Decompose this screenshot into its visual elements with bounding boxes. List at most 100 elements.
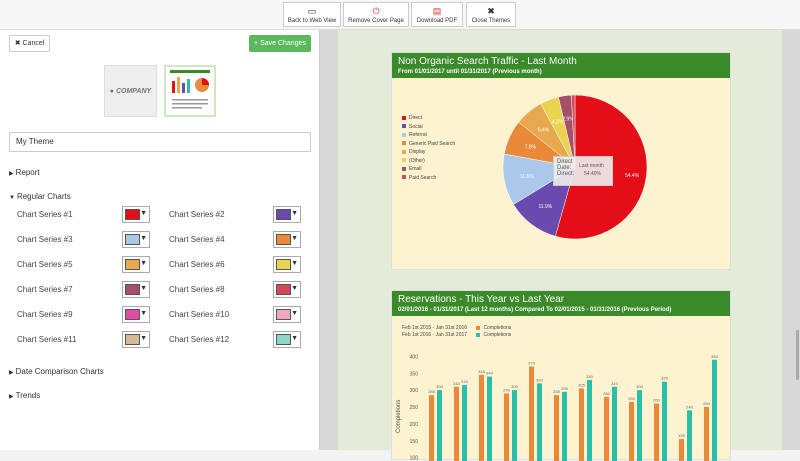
chart-series-color-picker[interactable]: ▼ [122,206,150,223]
bar-y-tick: 400 [410,354,419,360]
bar-data-label: 310 [611,381,618,386]
bar-legend-prev: Feb 1st 2015 - Jan 31st 2016 Completions [402,325,511,331]
date-comparison-label: Date Comparison Charts [16,367,104,376]
bar-data-label: 300 [636,384,643,389]
bar-data-label: 285 [553,389,560,394]
bar-mark[interactable] [579,388,584,461]
bar-mark[interactable] [662,382,667,461]
color-swatch [276,284,291,295]
date-comparison-section-toggle[interactable]: ▶Date Comparison Charts [9,367,104,376]
caret-right-icon: ▶ [9,369,14,376]
theme-editor-panel: ✖ Cancel + Save Changes ● COMPANY My The… [0,30,320,450]
dropdown-arrow-icon: ▼ [140,235,147,242]
regular-charts-section-toggle[interactable]: ▼Regular Charts [9,192,71,201]
bar-data-label: 260 [653,398,660,403]
bar-mark[interactable] [429,395,434,461]
caret-right-icon: ▶ [9,393,14,400]
chart-series-label: Chart Series #12 [169,335,229,344]
pie-legend-item: Social [402,124,423,130]
pie-legend-item: Paid Search [402,175,436,181]
save-changes-button[interactable]: + Save Changes [249,35,311,52]
close-label: Close Themes [472,18,511,24]
bar-mark[interactable] [554,395,559,461]
caret-down-icon: ▼ [9,195,15,201]
color-swatch [125,334,140,345]
bar-mark[interactable] [637,390,642,461]
bar-data-label: 345 [478,369,485,374]
bar-mark[interactable] [562,392,567,461]
remove-cover-label: Remove Cover Page [348,18,404,24]
bar-legend-curr: Feb 1st 2016 - Jan 31st 2017 Completions [402,332,511,338]
remove-cover-page-button[interactable]: ⏻ Remove Cover Page [343,2,409,27]
bar-mark[interactable] [437,390,442,461]
chart-series-color-picker[interactable]: ▼ [122,281,150,298]
bar-mark[interactable] [529,367,534,461]
bar-y-tick: 100 [410,456,419,461]
preview-scrollbar[interactable] [796,330,799,380]
chart-series-color-picker[interactable]: ▼ [273,281,301,298]
logo-text: COMPANY [116,88,151,95]
bar-mark[interactable] [679,439,684,461]
bar-mark[interactable] [537,383,542,461]
chart-series-color-picker[interactable]: ▼ [273,231,301,248]
chart-series-color-picker[interactable]: ▼ [273,256,301,273]
pie-value-label: 11.6% [520,174,534,180]
dropdown-arrow-icon: ▼ [291,310,298,317]
legend-swatch [402,158,406,162]
dropdown-arrow-icon: ▼ [291,235,298,242]
legend-label: Referral [409,132,427,138]
report-section-toggle[interactable]: ▶Report [9,168,40,177]
bar-mark[interactable] [587,380,592,461]
bar-data-label: 295 [561,386,568,391]
chart-series-color-picker[interactable]: ▼ [273,306,301,323]
chart-series-color-picker[interactable]: ▼ [122,331,150,348]
chart-series-label: Chart Series #1 [17,210,73,219]
legend-swatch [402,150,406,154]
bar-mark[interactable] [504,394,509,461]
bar-mark[interactable] [487,377,492,461]
dropdown-arrow-icon: ▼ [140,210,147,217]
legend-label: Paid Search [409,175,436,181]
chart-series-label: Chart Series #8 [169,285,225,294]
color-swatch [125,309,140,320]
bar-y-axis-label: Completions [396,400,402,433]
bar-mark[interactable] [654,404,659,461]
dropdown-arrow-icon: ▼ [140,310,147,317]
bar-mark[interactable] [704,407,709,461]
cancel-icon: ✖ [15,40,21,47]
bar-data-label: 315 [461,379,468,384]
back-to-web-view-button[interactable]: ▭ Back to Web View [283,2,341,27]
download-pdf-button[interactable]: ▤ Download PDF [411,2,463,27]
chart-series-color-picker[interactable]: ▼ [122,231,150,248]
bar-mark[interactable] [479,375,484,461]
chart-series-label: Chart Series #4 [169,235,225,244]
chart-series-color-picker[interactable]: ▼ [273,206,301,223]
bar-mark[interactable] [512,390,517,461]
chart-series-label: Chart Series #11 [17,335,76,344]
chart-series-color-picker[interactable]: ▼ [122,256,150,273]
trends-label: Trends [16,391,41,400]
bar-mark[interactable] [712,360,717,461]
chart-series-color-picker[interactable]: ▼ [122,306,150,323]
dropdown-arrow-icon: ▼ [140,260,147,267]
chart-series-label: Chart Series #7 [17,285,73,294]
legend-label: Direct [409,115,422,121]
bar-legend-prev-swatch [476,326,480,330]
color-swatch [276,259,291,270]
cancel-button[interactable]: ✖ Cancel [9,35,50,52]
cover-page-thumbnail[interactable] [164,65,216,117]
bar-legend-prev-period: Feb 1st 2015 - Jan 31st 2016 [402,325,467,331]
theme-name-input[interactable]: My Theme [9,132,311,152]
bar-card-title: Reservations - This Year vs Last Year [398,294,724,305]
legend-swatch [402,167,406,171]
bar-mark[interactable] [629,402,634,461]
bar-legend-prev-name: Completions [483,325,511,331]
close-themes-button[interactable]: ✖ Close Themes [466,2,516,27]
bar-data-label: 155 [678,433,685,438]
company-logo-thumbnail[interactable]: ● COMPANY [104,65,157,117]
bar-mark[interactable] [687,410,692,461]
bar-data-label: 300 [511,384,518,389]
chart-series-color-picker[interactable]: ▼ [273,331,301,348]
trends-section-toggle[interactable]: ▶Trends [9,391,40,400]
bar-mark[interactable] [604,397,609,461]
